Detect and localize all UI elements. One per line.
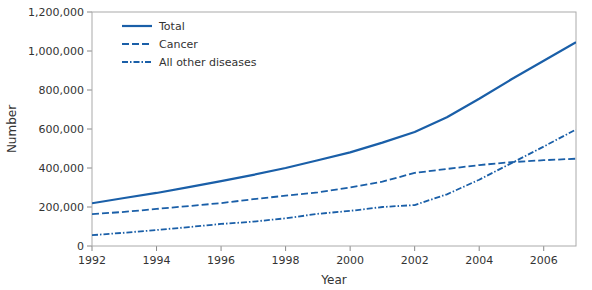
x-tick-label: 1994	[143, 254, 171, 267]
y-tick-label: 800,000	[39, 84, 85, 97]
legend-label: Cancer	[159, 38, 198, 51]
y-tick	[87, 90, 92, 91]
series-line	[92, 129, 576, 235]
legend-label: All other diseases	[159, 56, 257, 69]
x-tick	[156, 246, 157, 251]
y-tick	[87, 12, 92, 13]
x-tick-label: 1998	[272, 254, 300, 267]
y-tick	[87, 246, 92, 247]
y-tick	[87, 129, 92, 130]
y-tick	[87, 51, 92, 52]
y-tick-label: 400,000	[39, 162, 85, 175]
x-tick	[414, 246, 415, 251]
legend-label: Total	[158, 20, 185, 33]
legend-item: Cancer	[122, 38, 198, 51]
y-tick	[87, 207, 92, 208]
y-axis: 0 200,000 400,000 600,000 800,000 1,000,000 1,…	[28, 6, 92, 253]
legend-item: All other diseases	[122, 56, 257, 69]
x-tick	[350, 246, 351, 251]
series-line	[92, 159, 576, 214]
x-tick-label: 2004	[465, 254, 493, 267]
y-tick-label: 600,000	[39, 123, 85, 136]
legend: Total Cancer All other diseases	[122, 20, 257, 69]
x-tick-label: 1996	[207, 254, 235, 267]
x-tick	[285, 246, 286, 251]
legend-swatch	[122, 61, 152, 63]
y-tick-label: 1,000,000	[28, 45, 84, 58]
y-axis-label: Number	[5, 105, 19, 153]
legend-swatch	[122, 43, 152, 45]
x-tick-label: 2000	[336, 254, 364, 267]
x-tick	[221, 246, 222, 251]
chart: 0 200,000 400,000 600,000 800,000 1,000,000 1,…	[0, 0, 592, 290]
x-tick	[479, 246, 480, 251]
x-tick-label: 2006	[530, 254, 558, 267]
y-tick-label: 0	[77, 240, 84, 253]
y-tick-label: 1,200,000	[28, 6, 84, 19]
x-tick-label: 2002	[401, 254, 429, 267]
series-line	[92, 42, 576, 203]
series-lines	[92, 42, 576, 235]
x-tick-label: 1992	[78, 254, 106, 267]
x-axis-label: Year	[320, 273, 346, 287]
legend-item: Total	[122, 20, 185, 33]
legend-swatch	[122, 25, 152, 27]
x-tick	[543, 246, 544, 251]
y-tick	[87, 168, 92, 169]
x-axis: 1992 1994 1996 1998 2000 2002 2004 2006	[78, 246, 558, 267]
plot-frame	[92, 12, 576, 246]
y-tick-label: 200,000	[39, 201, 85, 214]
x-tick	[92, 246, 93, 251]
